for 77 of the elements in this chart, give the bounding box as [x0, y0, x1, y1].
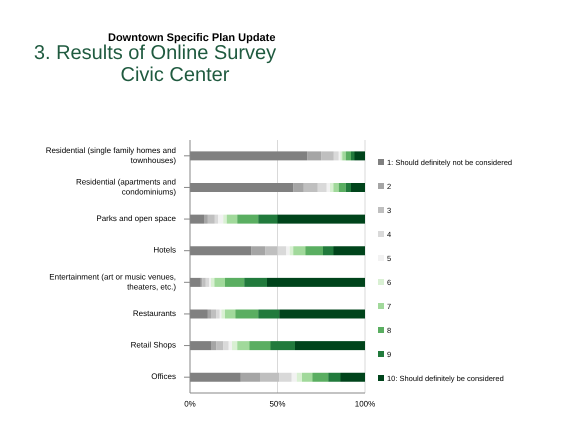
bar	[267, 278, 365, 287]
bar	[222, 310, 225, 319]
bar	[312, 372, 328, 382]
chart-subtitle: Civic Center	[120, 64, 230, 86]
bar	[204, 214, 208, 224]
bar	[279, 310, 365, 319]
bar	[208, 214, 214, 224]
bar	[334, 151, 339, 160]
bar	[202, 278, 206, 287]
bar	[354, 151, 365, 160]
bar	[330, 183, 334, 192]
bar	[211, 341, 216, 350]
bar	[225, 278, 244, 287]
x-tick-label: 50%	[269, 400, 286, 409]
bar	[279, 372, 292, 382]
bar	[218, 214, 224, 224]
bar	[306, 246, 323, 256]
bar	[346, 183, 351, 192]
y-tick-label: Restaurants	[132, 309, 176, 318]
bar	[214, 214, 218, 224]
bar	[307, 151, 322, 160]
bar	[237, 341, 250, 350]
bar	[321, 151, 334, 160]
y-tick-label: Offices	[151, 372, 176, 382]
bar	[278, 214, 365, 224]
bar	[226, 214, 238, 224]
bar	[351, 183, 365, 192]
bar	[304, 183, 318, 192]
bar	[342, 151, 346, 160]
bar	[270, 341, 295, 350]
bar	[258, 310, 280, 319]
bar	[334, 246, 365, 256]
bar	[293, 246, 306, 256]
bar	[225, 310, 236, 319]
y-tick-label: Hotels	[153, 246, 176, 255]
bar	[340, 372, 365, 382]
bar	[211, 310, 216, 319]
bar	[334, 183, 339, 192]
y-tick-label: Retail Shops	[130, 340, 176, 350]
bar	[318, 183, 326, 192]
bar	[244, 278, 267, 287]
bar	[293, 183, 304, 192]
bar	[216, 341, 224, 350]
x-tick-label: 0%	[184, 400, 196, 409]
bar	[223, 214, 227, 224]
bar	[223, 341, 228, 350]
bar	[216, 310, 220, 319]
bar	[323, 246, 334, 256]
y-tick-label: Residential (single family homes and townhouses)	[46, 146, 176, 165]
bar	[290, 246, 294, 256]
y-tick-label: Entertainment (art or music venues, theaters, etc.)	[49, 272, 176, 292]
y-tick-label: Residential (apartments and condominiums)	[76, 178, 176, 197]
bar	[351, 151, 354, 160]
bar	[214, 278, 225, 287]
bar	[295, 341, 365, 350]
text: Downtown Specific Plan Update	[108, 32, 276, 44]
bar	[250, 341, 270, 350]
chart-title: 3. Results of Online Survey	[32, 42, 278, 64]
bar	[251, 246, 266, 256]
bar	[265, 246, 278, 256]
bar	[296, 372, 302, 382]
bar	[328, 372, 340, 382]
bar	[346, 151, 351, 160]
bar	[338, 183, 346, 192]
bar	[211, 278, 214, 287]
bar	[258, 214, 278, 224]
bar	[206, 278, 210, 287]
bar	[240, 372, 260, 382]
bar	[208, 310, 211, 319]
bar	[232, 341, 238, 350]
bar	[302, 372, 312, 382]
x-tick-label: 100%	[354, 400, 376, 409]
bar	[292, 372, 297, 382]
bar	[260, 372, 280, 382]
bar	[237, 214, 258, 224]
bar	[236, 310, 258, 319]
y-tick-label: Parks and open space	[96, 214, 177, 224]
